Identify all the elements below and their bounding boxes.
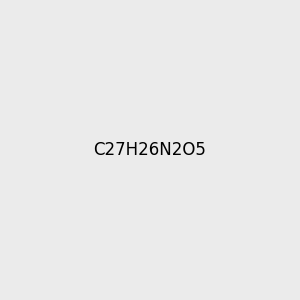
Text: C27H26N2O5: C27H26N2O5 [94, 141, 206, 159]
